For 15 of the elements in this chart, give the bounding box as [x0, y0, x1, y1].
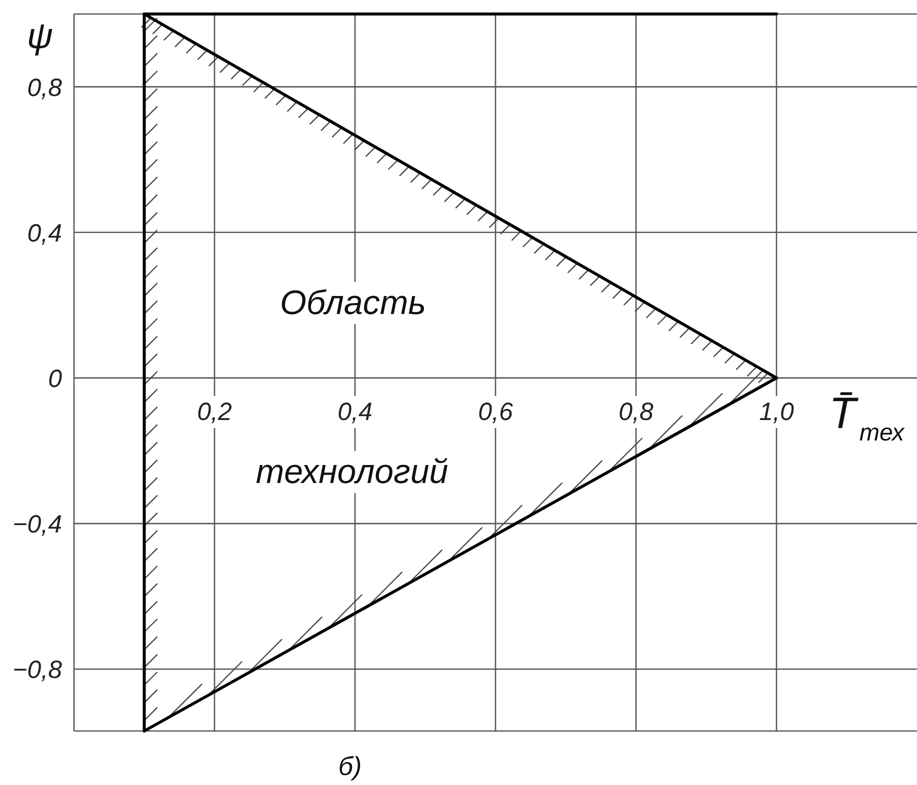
text: б) — [338, 751, 362, 781]
y-tick-label: −0,4 — [12, 510, 62, 539]
y-tick-label: 0,4 — [27, 219, 62, 248]
x-tick-label: 0,6 — [478, 398, 513, 426]
x-tick-label: 0,8 — [618, 398, 654, 426]
x-tick-label: 0,2 — [197, 398, 232, 426]
x-tick-label: 1,0 — [759, 398, 794, 426]
x-tick-label: 0,4 — [338, 398, 372, 426]
y-axis-title: ψ — [26, 15, 54, 56]
annotation: технологий — [256, 453, 448, 491]
y-tick-label: −0,8 — [12, 656, 62, 684]
annotation: Область — [280, 284, 426, 322]
y-tick-label: 0,8 — [27, 74, 62, 102]
x-axis-title: T̄$_{тех}$ — [829, 388, 905, 446]
y-tick-label: 0 — [48, 364, 62, 393]
